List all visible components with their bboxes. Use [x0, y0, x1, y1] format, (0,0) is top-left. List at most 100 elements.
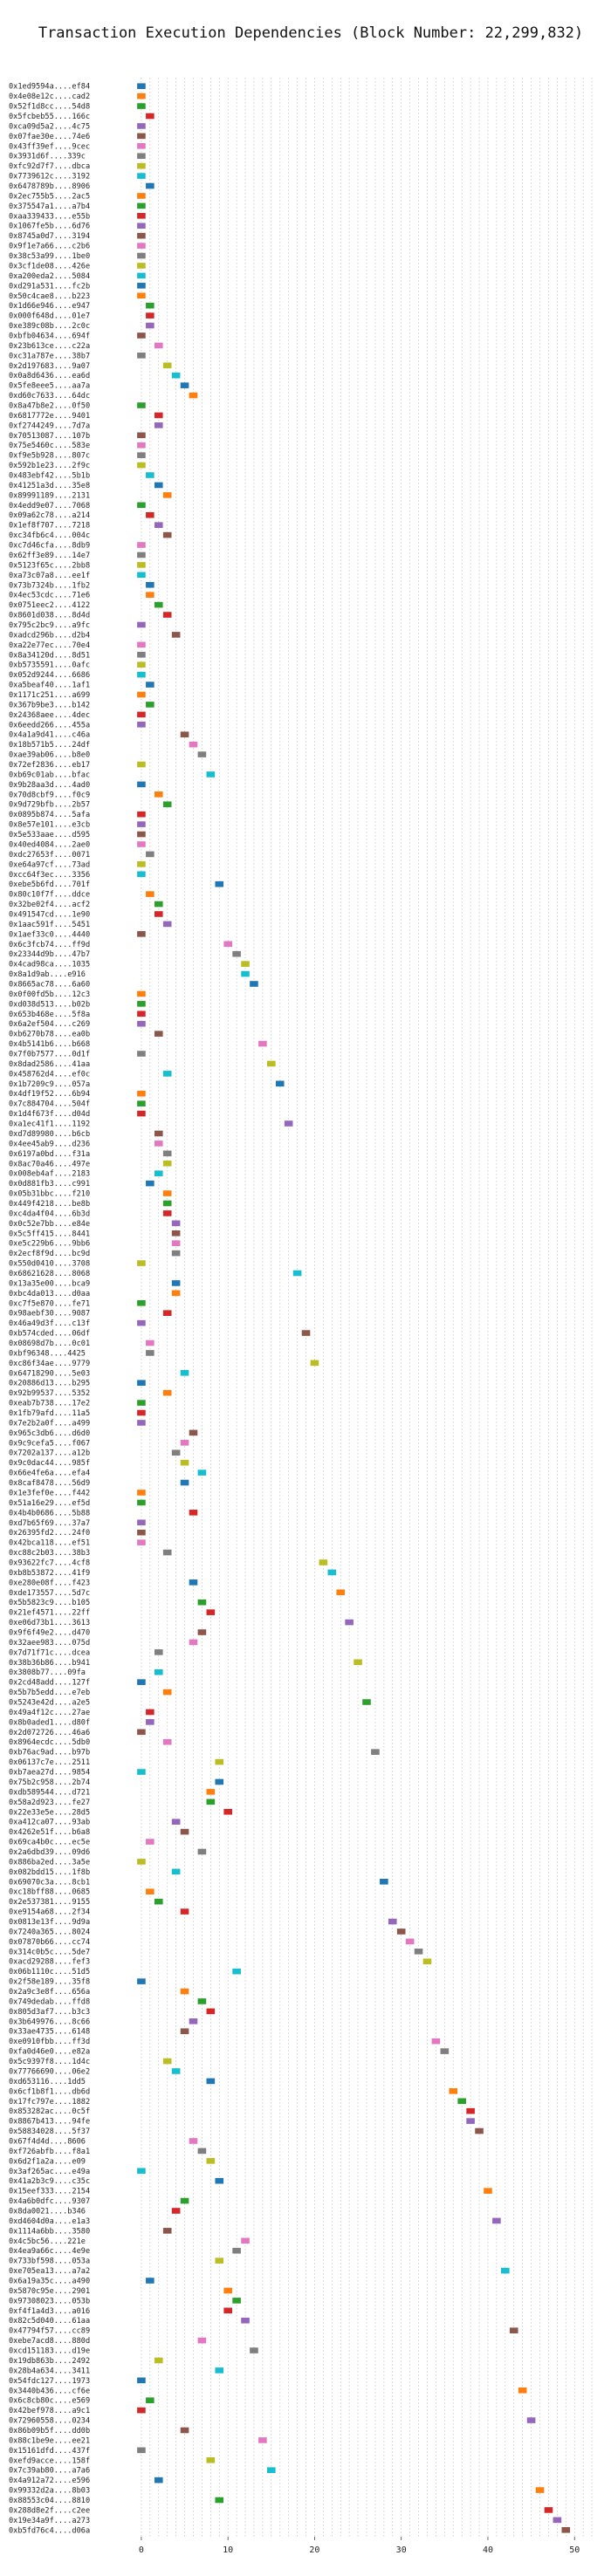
bar [197, 1848, 207, 1855]
y-tick-label: 0x88553c04....8810 [9, 2497, 90, 2505]
bar [171, 2068, 181, 2074]
bar [223, 2307, 232, 2314]
y-tick-label: 0x6eedd266....455a [9, 721, 90, 730]
bar [137, 232, 146, 239]
y-tick-label: 0x0f00fd5b....12c3 [9, 990, 90, 999]
bar [162, 1549, 172, 1556]
y-tick-label: 0xc86f34ae....9779 [9, 1360, 90, 1368]
y-tick-label: 0x54fdc127....1973 [9, 2377, 90, 2386]
bar [206, 2158, 216, 2164]
x-tick-labels: 0 10 20 30 40 50 [139, 2537, 580, 2555]
y-tick-label: 0x3af265ac....e49a [9, 2168, 90, 2176]
bar [146, 2397, 154, 2403]
bar [137, 283, 146, 289]
y-tick-label: 0x5123f65c....2bb8 [9, 561, 90, 570]
y-tick-label: 0x67f4d4d....8606 [9, 2137, 86, 2146]
y-tick-label: 0x92b99537....5352 [9, 1389, 90, 1398]
bar [137, 162, 146, 169]
bar [275, 1080, 285, 1087]
bar [371, 1749, 380, 1755]
y-tick-label: 0x592b1e23....2f9c [9, 462, 90, 470]
bar [197, 2148, 207, 2155]
y-tick-label: 0xf2744249....7d7a [9, 421, 90, 430]
bar [154, 1170, 163, 1176]
y-tick-label: 0xb8b53872....41f9 [9, 1569, 90, 1578]
bar [137, 1529, 146, 1536]
y-tick-label: 0xde173557....5d7c [9, 1589, 90, 1598]
y-tick-label: 0x375547a1....a7b4 [9, 202, 90, 211]
y-tick-label: 0x2f58e189....35f8 [9, 1978, 90, 1987]
bar [146, 1709, 154, 1716]
bar [162, 2058, 172, 2065]
y-tick-label: 0x5e533aae....d595 [9, 831, 90, 839]
bar [457, 2098, 466, 2105]
bar [154, 601, 163, 608]
y-tick-label: 0x05b31bbc....f210 [9, 1190, 90, 1199]
y-tick-label: 0x9b28aa3d....4ad0 [9, 781, 90, 790]
y-tick-label: 0x367b9be3....b142 [9, 701, 90, 709]
bar [319, 1559, 328, 1565]
bar [388, 1918, 397, 1925]
bar [137, 143, 146, 149]
y-tick-label: 0x1d66e946....e947 [9, 302, 90, 311]
bar [154, 901, 163, 908]
y-tick-label: 0x2a9c3e8f....656a [9, 1988, 90, 1997]
bar [362, 1699, 371, 1705]
y-tick-label: 0xb69c01ab....bfac [9, 771, 90, 779]
y-tick-label: 0x0895b874....5afa [9, 811, 90, 819]
bar [137, 781, 146, 788]
y-tick-label: 0x5b7b5edd....e7eb [9, 1689, 90, 1697]
y-tick-label: 0x08698d7b....0c01 [9, 1339, 90, 1348]
bar [171, 1819, 181, 1825]
bar [137, 1679, 146, 1685]
bar [171, 1250, 181, 1257]
bar [137, 1978, 146, 1984]
y-tick-label: 0x1b7209c9....057a [9, 1080, 90, 1089]
bar [137, 931, 146, 937]
bar [189, 1639, 198, 1646]
bar [215, 2497, 224, 2504]
y-tick-label: 0x550d0410....3708 [9, 1260, 90, 1269]
y-tick-label: 0x0c52e7bb....e84e [9, 1220, 90, 1229]
y-tick-label: 0x7c884704....504f [9, 1100, 90, 1109]
y-tick-label: 0x7240a365....8024 [9, 1928, 90, 1936]
y-tick-label: 0x33ae4735....6148 [9, 2028, 90, 2037]
y-tick-label: 0xd038d513....b02b [9, 1000, 90, 1009]
x-tick-label: 0 [139, 2545, 144, 2555]
y-tick-label: 0x653b468e....5f8a [9, 1011, 90, 1019]
bar [146, 182, 154, 189]
y-tick-label: 0xd291a531....fc2b [9, 282, 90, 291]
bar [146, 1888, 154, 1895]
bar [137, 1090, 146, 1097]
y-tick-label: 0x7d71f71c....dcea [9, 1648, 90, 1657]
y-tick-label: 0x98aebf30....9087 [9, 1310, 90, 1319]
bar [154, 2477, 163, 2484]
y-tick-label: 0x52f1d8cc....54d8 [9, 103, 90, 112]
y-tick-label: 0x1e3fef0e....f442 [9, 1489, 90, 1497]
bar [466, 2107, 475, 2114]
y-tick-label: 0x7739612c....3192 [9, 173, 90, 182]
bar [171, 1230, 181, 1237]
bar [162, 1160, 172, 1167]
y-tick-label: 0x9f1e7a66....c2b6 [9, 243, 90, 251]
y-tick-label: 0x70d8cbf9....f0c9 [9, 791, 90, 799]
bar [146, 1350, 154, 1356]
y-tick-label: 0x4ea9a66c....4e9e [9, 2247, 90, 2256]
bar [137, 1100, 146, 1106]
bar [137, 202, 146, 209]
y-tick-label: 0xd4604d0a....e1a3 [9, 2217, 90, 2226]
bar [137, 1499, 146, 1506]
y-tick-label: 0x5243e42d....a2e5 [9, 1699, 90, 1708]
y-tick-label: 0x07fae30e....74e6 [9, 133, 90, 141]
y-tick-label: 0xfc92d7f7....dbca [9, 162, 90, 171]
y-tick-label: 0x8a1d9ab....e916 [9, 970, 86, 979]
y-tick-label: 0xe389c08b....2c0c [9, 322, 90, 331]
y-tick-label: 0xf4f1a4d3....a016 [9, 2307, 90, 2316]
y-tick-label: 0xb7aea27d....9854 [9, 1769, 90, 1778]
bar [232, 1968, 241, 1975]
bar [137, 1001, 146, 1007]
bar [154, 1141, 163, 1147]
bar [561, 2526, 571, 2533]
x-tick-label: 50 [569, 2545, 580, 2555]
